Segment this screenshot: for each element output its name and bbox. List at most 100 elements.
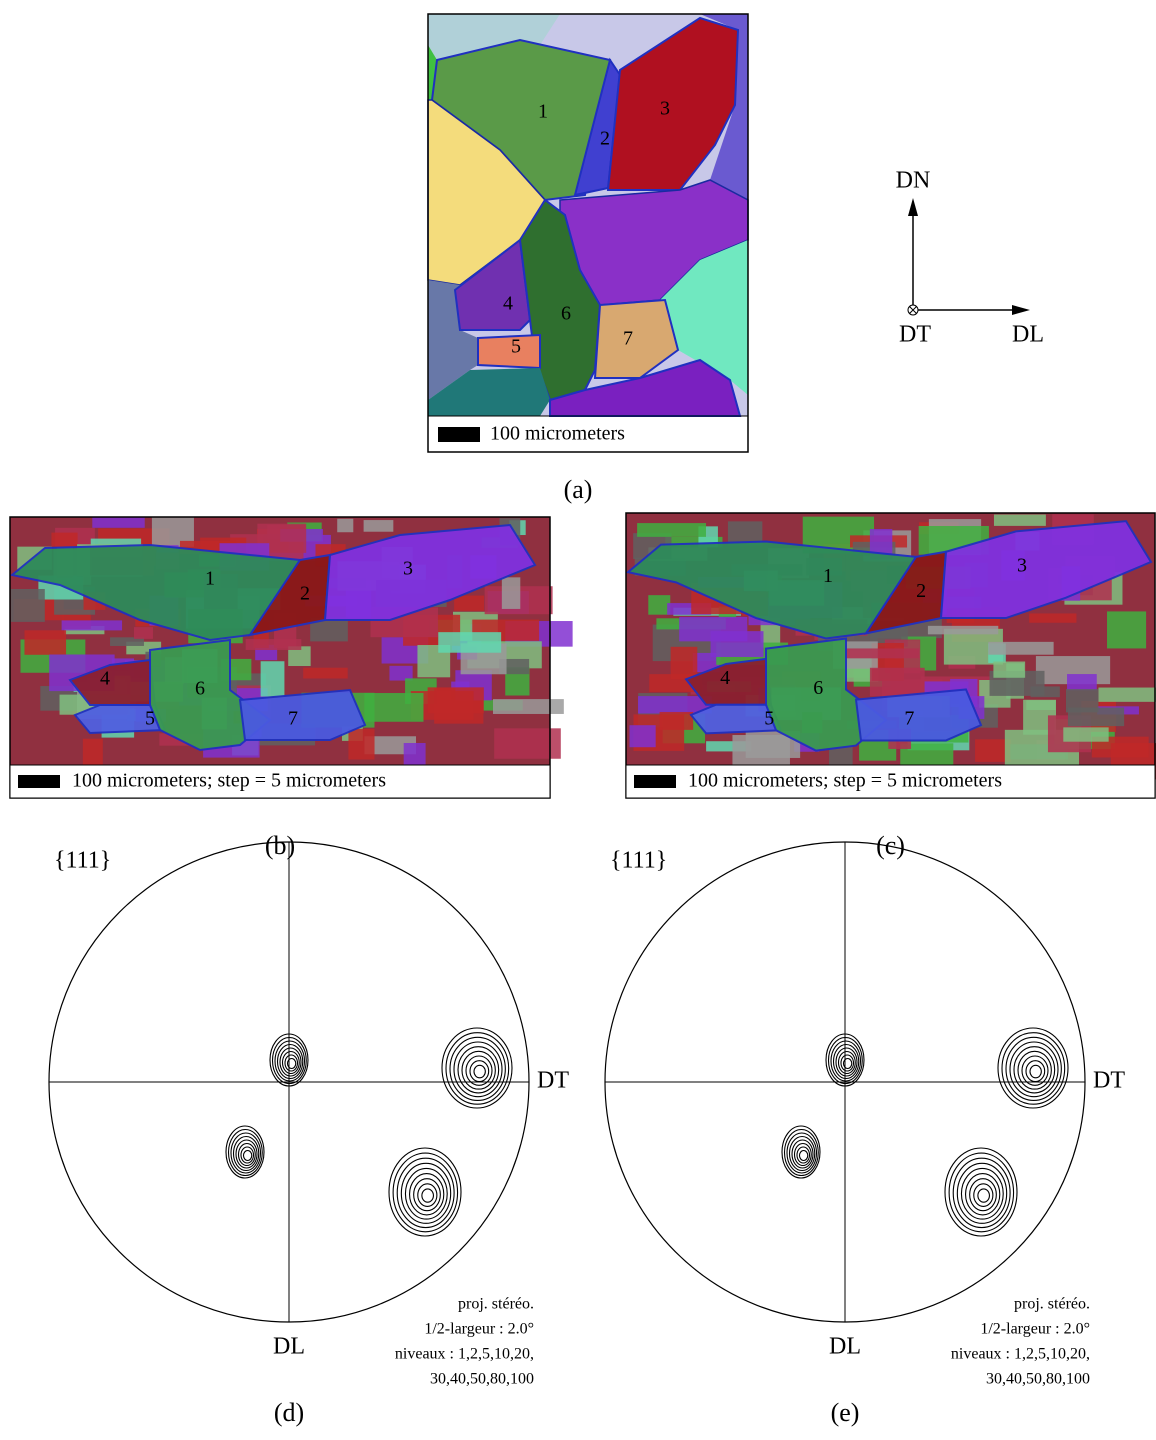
texture-patch (629, 725, 656, 748)
texture-patch (92, 517, 145, 528)
grain-label: 2 (916, 580, 926, 602)
contour (1013, 1046, 1056, 1094)
texture-patch (438, 632, 502, 653)
texture-patch (454, 595, 485, 611)
contour (274, 1040, 306, 1082)
note: 1/2-largeur : 2.0° (980, 1321, 1090, 1338)
texture-patch (501, 577, 521, 609)
texture-patch (389, 665, 413, 681)
grain-label: 2 (600, 128, 610, 150)
contour (276, 1043, 304, 1080)
texture-patch (61, 620, 123, 631)
arrowhead (908, 198, 918, 216)
texture-patch (364, 736, 417, 755)
contour (956, 1162, 1008, 1224)
texture-patch (10, 588, 45, 622)
contour (465, 1055, 493, 1086)
grain (323, 523, 537, 621)
texture-patch (1030, 686, 1060, 698)
grain-label: 3 (403, 558, 413, 580)
contour (952, 1157, 1011, 1229)
texture-patch (993, 661, 1026, 678)
contour (997, 1027, 1069, 1109)
contour (965, 1173, 1001, 1216)
caption: (c) (876, 831, 905, 860)
texture-patch (1067, 707, 1125, 727)
axis-label: DL (1012, 322, 1044, 348)
texture-patch (637, 523, 706, 537)
panel-frame (427, 13, 749, 453)
grain-label: 4 (720, 667, 730, 689)
texture-patch (245, 639, 302, 650)
arrowhead (1012, 305, 1030, 315)
contour (400, 1162, 452, 1224)
contour (786, 1132, 818, 1174)
contour (441, 1027, 513, 1109)
out-of-plane-symbol (909, 306, 917, 314)
grain (428, 280, 478, 400)
contour (832, 1043, 860, 1080)
contour (413, 1178, 441, 1212)
panel-c: 100 micrometers; step = 5 micrometers 1 2 3… (625, 512, 1156, 860)
contour (781, 1125, 821, 1179)
family-label: {111} (610, 848, 667, 874)
contour (286, 1057, 297, 1070)
texture-patch (133, 627, 153, 639)
caption: (d) (274, 1398, 304, 1427)
contour (392, 1152, 459, 1233)
grain-label: 5 (145, 708, 155, 730)
contour (230, 1132, 262, 1174)
axis-label: DN (896, 168, 931, 194)
texture-patch (1091, 736, 1149, 758)
contour (969, 1178, 997, 1212)
note: 30,40,50,80,100 (986, 1371, 1090, 1388)
texture-patch (869, 667, 925, 697)
texture-patch (494, 728, 561, 759)
scale-box (9, 764, 551, 799)
texture-patch (679, 616, 748, 642)
grain (428, 45, 437, 100)
contour (284, 1054, 299, 1072)
contour (944, 1147, 1018, 1237)
grain (939, 520, 1153, 620)
pole-figure-d: {111} DT DL proj. stéréo. 1/2-largeur : 2.0°… (48, 841, 569, 1427)
grain-label: 1 (538, 101, 548, 123)
contour (453, 1041, 503, 1098)
grain-label: 6 (561, 303, 571, 325)
grain-label: 1 (823, 565, 833, 587)
grain (593, 298, 680, 379)
note: niveaux : 1,2,5,10,20, (395, 1346, 534, 1363)
contour (271, 1036, 307, 1085)
grain-label: 5 (764, 708, 774, 730)
texture-patch (110, 637, 144, 646)
scale-bar (634, 775, 676, 788)
grain-label: 2 (300, 583, 310, 605)
axes-diagram: DN DT DL (896, 168, 1044, 348)
contour (791, 1139, 814, 1169)
grain-label: 1 (205, 568, 215, 590)
texture-patch (492, 699, 564, 714)
contour (1009, 1041, 1059, 1098)
pole-figure-e: {111} DT DL proj. stéréo. 1/2-largeur : 2.0°… (604, 841, 1125, 1427)
scale-box (625, 764, 1156, 799)
contour (242, 1149, 253, 1162)
grain (453, 238, 532, 331)
texture-patch (51, 532, 78, 550)
texture-patch (403, 743, 426, 766)
texture-patch (82, 738, 103, 772)
contour (449, 1036, 506, 1101)
texture-patch (1029, 613, 1077, 623)
texture-patch (648, 595, 671, 615)
texture-patch (845, 648, 920, 659)
texture-patch (1063, 727, 1109, 742)
grain (660, 240, 748, 395)
texture-patch (692, 652, 720, 673)
texture-patch (670, 646, 698, 680)
texture-patch (1065, 689, 1099, 713)
contour (973, 1183, 994, 1207)
axis-label: DT (537, 1068, 569, 1094)
grain-label: 5 (511, 336, 521, 358)
contour (793, 1142, 812, 1167)
family-label: {111} (54, 848, 111, 874)
texture-patch (288, 646, 311, 667)
